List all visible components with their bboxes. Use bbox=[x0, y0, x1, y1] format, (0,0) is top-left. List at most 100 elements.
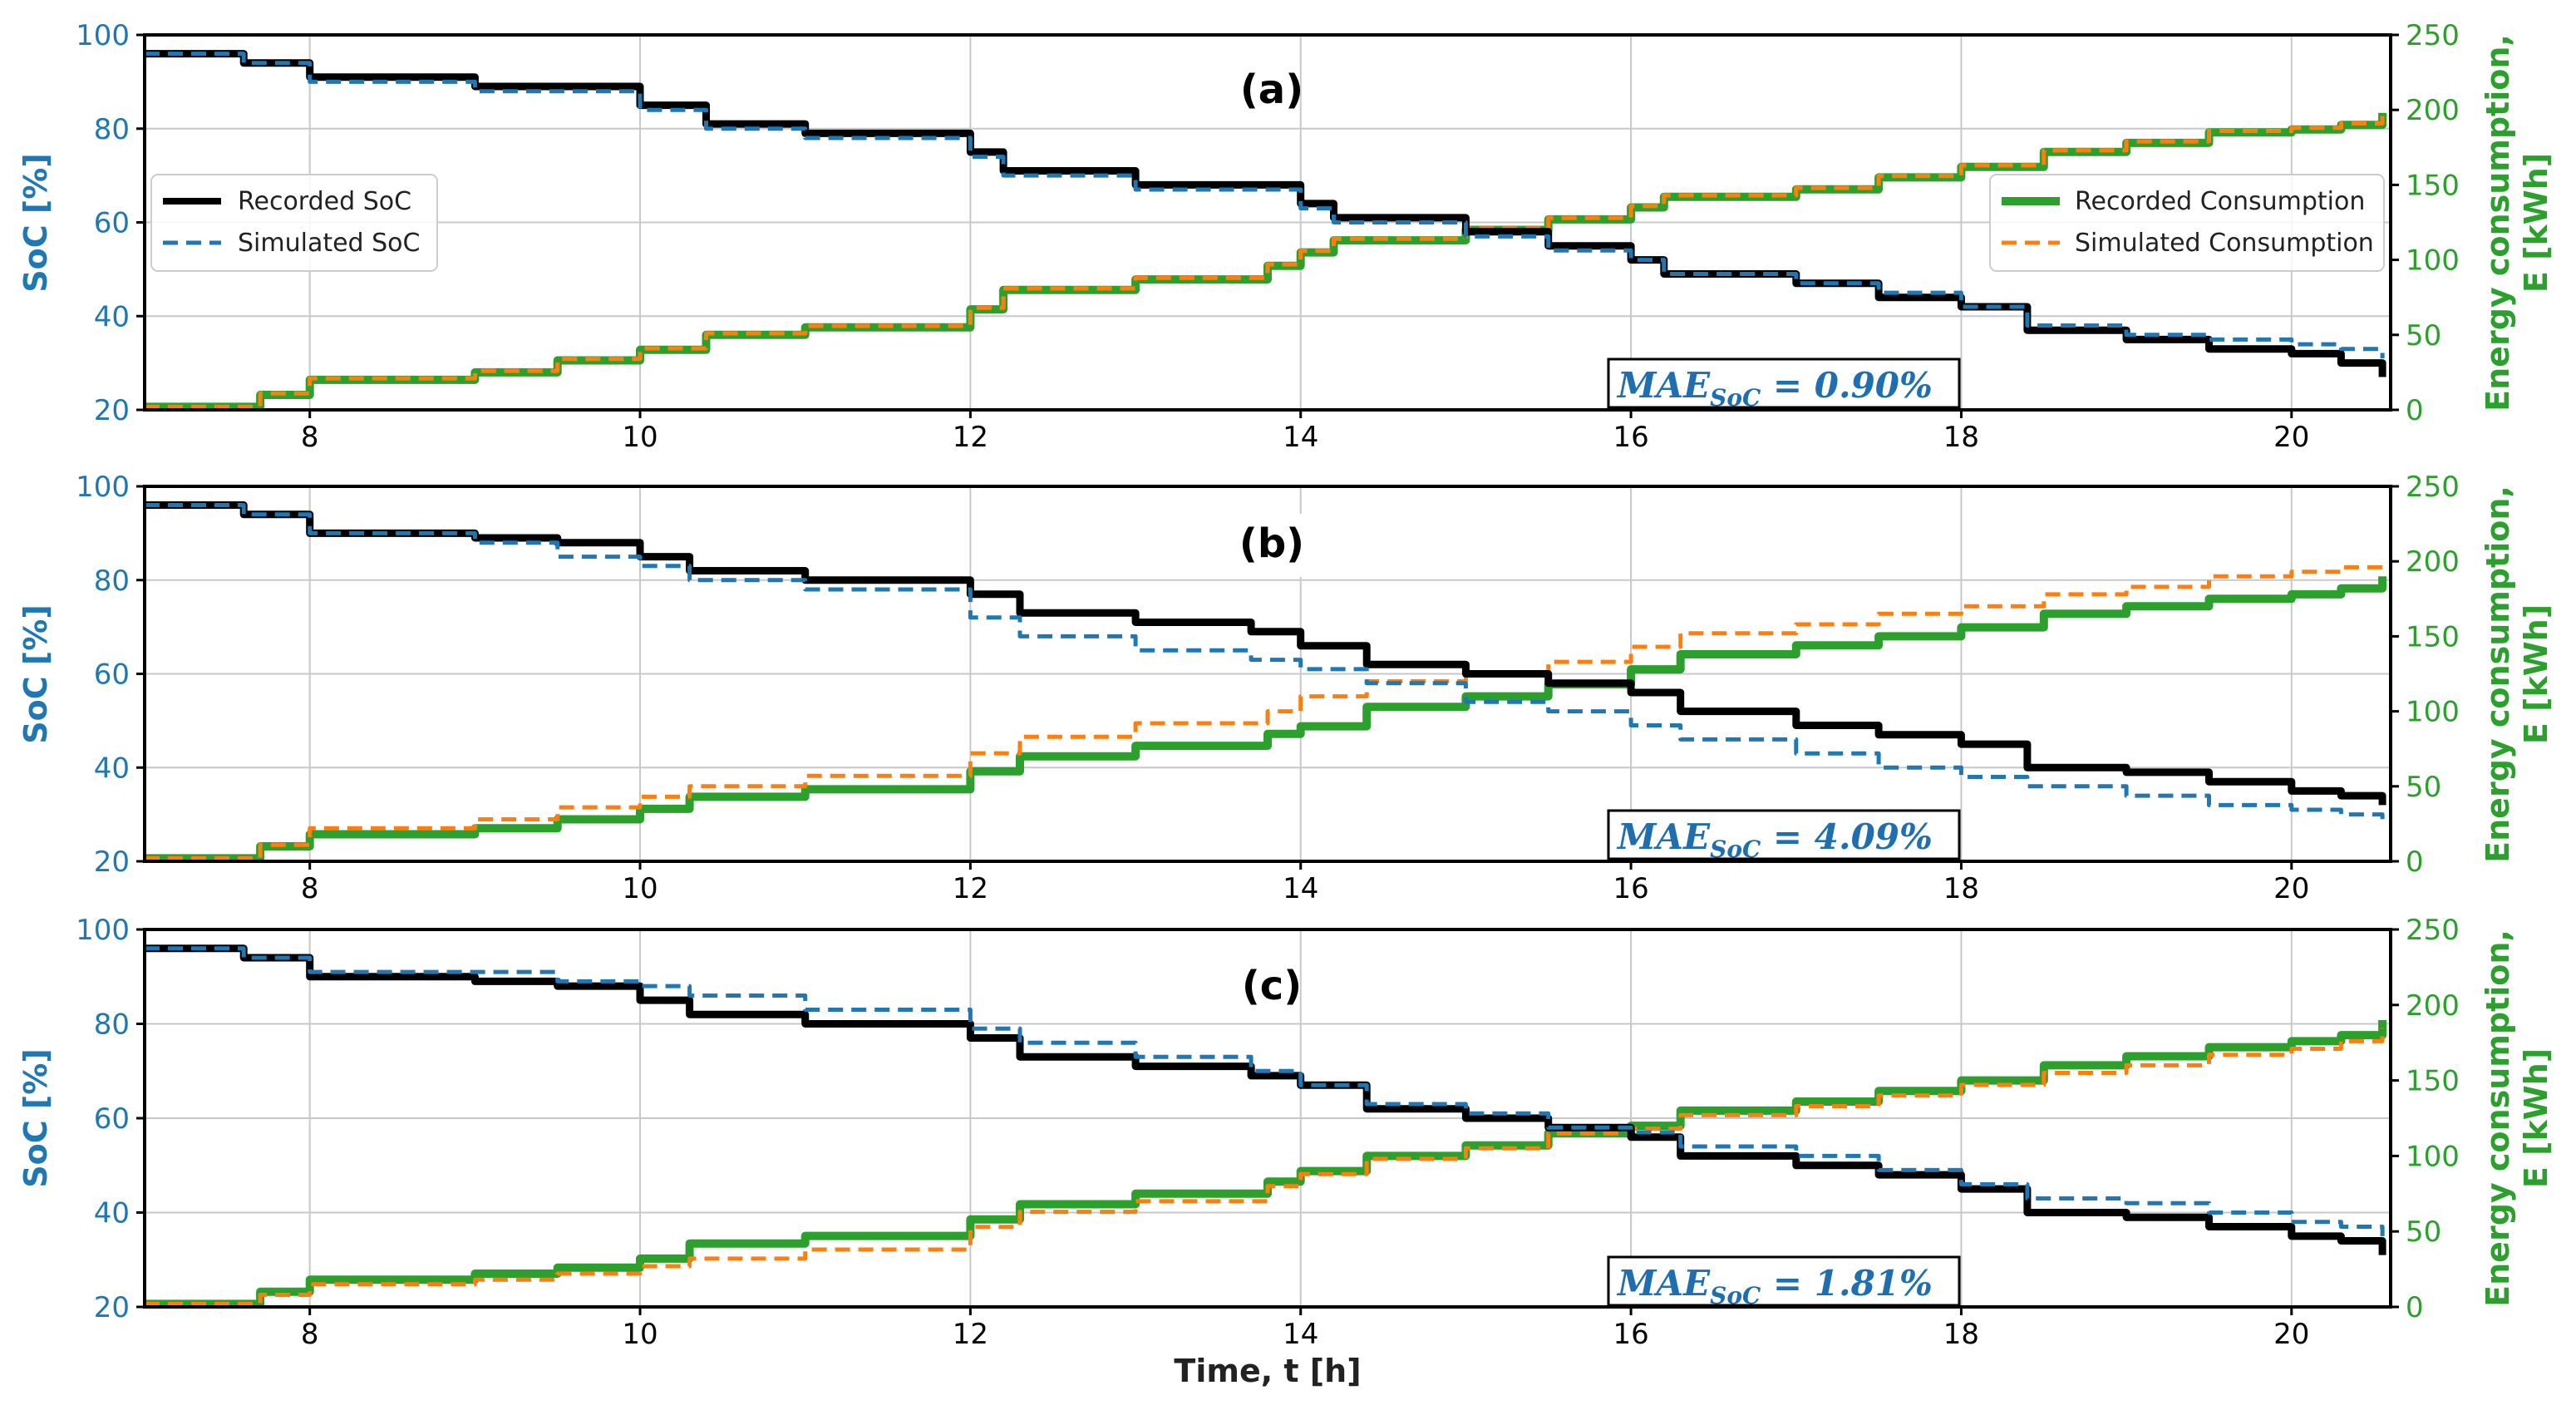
legend-soc: Recorded SoC Simulated SoC bbox=[150, 174, 438, 272]
y-left-tick-label: 20 bbox=[94, 1291, 130, 1324]
x-tick-label: 8 bbox=[301, 1318, 319, 1351]
legend-box bbox=[150, 174, 438, 272]
y-left-tick-label: 60 bbox=[94, 207, 130, 240]
y-right-tick-label: 0 bbox=[2406, 1291, 2424, 1324]
y-right-tick-label: 50 bbox=[2406, 319, 2441, 353]
x-tick-label: 12 bbox=[953, 872, 988, 905]
y-left-tick-label: 80 bbox=[94, 565, 130, 598]
legend-entry: Recorded SoC bbox=[238, 187, 411, 216]
y-left-tick-label: 80 bbox=[94, 113, 130, 146]
legend-entry: Simulated SoC bbox=[238, 229, 420, 258]
x-tick-label: 20 bbox=[2273, 872, 2309, 905]
mae-annotation: MAESoC = 4.09% bbox=[1616, 816, 1933, 863]
mae-base: MAE bbox=[1616, 365, 1711, 406]
panel-label-backdrop bbox=[1218, 514, 1326, 577]
x-tick-label: 18 bbox=[1943, 1318, 1979, 1351]
x-tick-label: 10 bbox=[622, 421, 658, 454]
y-left-tick-label: 80 bbox=[94, 1008, 130, 1042]
y-right-label-line2: E [kWh] bbox=[2518, 1048, 2554, 1188]
mae-box bbox=[1607, 809, 1961, 860]
y-right-tick-label: 0 bbox=[2406, 394, 2424, 427]
y-right-tick-label: 50 bbox=[2406, 1215, 2441, 1249]
axis-ticks: 8 10 12 14 16 18 20 20 40 60 80 100 0 50 100 150 200 250 bbox=[76, 471, 2460, 905]
x-axis-label: Time, t [h] bbox=[1174, 1353, 1361, 1389]
x-tick-label: 14 bbox=[1283, 1318, 1318, 1351]
y-left-tick-label: 40 bbox=[94, 300, 130, 333]
series-lines bbox=[145, 50, 2387, 412]
x-tick-label: 8 bbox=[301, 872, 319, 905]
y-right-tick-label: 100 bbox=[2406, 244, 2460, 278]
axis-ticks: 8 10 12 14 16 18 20 20 40 60 80 100 0 50 100 150 200 250 bbox=[76, 19, 2460, 454]
line-simulated-soc bbox=[145, 946, 2385, 1236]
mae-subscript: SoC bbox=[1710, 1282, 1761, 1309]
axis-ticks: 8 10 12 14 16 18 20 20 40 60 80 100 0 50 100 150 200 250 bbox=[76, 914, 2460, 1351]
panel-label: (c) bbox=[1242, 963, 1302, 1009]
y-left-tick-label: 20 bbox=[94, 846, 130, 879]
x-tick-label: 16 bbox=[1613, 872, 1648, 905]
y-left-tick-label: 40 bbox=[94, 1197, 130, 1230]
line-simulated-soc bbox=[145, 52, 2385, 358]
y-right-tick-label: 200 bbox=[2406, 545, 2460, 579]
legend-box bbox=[1989, 174, 2385, 272]
x-tick-label: 10 bbox=[622, 1318, 658, 1351]
y-right-label-line2: E [kWh] bbox=[2518, 604, 2554, 744]
series-lines bbox=[145, 944, 2387, 1309]
y-left-label: SoC [%] bbox=[17, 604, 54, 743]
mae-subscript: SoC bbox=[1710, 384, 1761, 412]
mae-box bbox=[1607, 357, 1961, 409]
y-left-tick-label: 20 bbox=[94, 394, 130, 427]
panel-label: (a) bbox=[1240, 67, 1303, 113]
y-left-label: SoC [%] bbox=[17, 1048, 54, 1187]
mae-value: = 4.09% bbox=[1761, 816, 1933, 857]
y-right-tick-label: 100 bbox=[2406, 696, 2460, 729]
panel-b: 8 10 12 14 16 18 2020406080100050100150200250 … bbox=[17, 471, 2554, 905]
x-tick-label: 10 bbox=[622, 872, 658, 905]
y-left-tick-label: 100 bbox=[76, 471, 130, 504]
x-tick-label: 20 bbox=[2273, 1318, 2309, 1351]
legend-entry: Simulated Consumption bbox=[2075, 229, 2374, 258]
line-recorded-consumption bbox=[145, 1020, 2387, 1309]
legend-entry: Recorded Consumption bbox=[2075, 187, 2365, 216]
line-simulated-consumption bbox=[145, 1028, 2385, 1306]
y-right-tick-label: 250 bbox=[2406, 914, 2460, 947]
mae-annotation: MAESoC = 1.81% bbox=[1616, 1263, 1933, 1309]
y-right-label-line2: E [kWh] bbox=[2518, 153, 2554, 293]
panel-a: 8 10 12 14 16 18 2020406080100050100150200250 … bbox=[17, 19, 2554, 454]
x-tick-label: 20 bbox=[2273, 421, 2309, 454]
y-right-label-line1: Energy consumption, bbox=[2480, 34, 2516, 412]
y-left-tick-label: 60 bbox=[94, 1102, 130, 1136]
mae-subscript: SoC bbox=[1710, 836, 1761, 863]
y-left-label: SoC [%] bbox=[17, 153, 54, 292]
line-simulated-soc bbox=[145, 503, 2385, 820]
x-tick-label: 16 bbox=[1613, 1318, 1648, 1351]
mae-value: = 0.90% bbox=[1761, 365, 1933, 406]
y-left-tick-label: 100 bbox=[76, 914, 130, 947]
x-tick-label: 14 bbox=[1283, 872, 1318, 905]
y-left-tick-label: 40 bbox=[94, 752, 130, 785]
mae-base: MAE bbox=[1616, 1263, 1711, 1304]
y-right-tick-label: 250 bbox=[2406, 19, 2460, 52]
mae-box bbox=[1607, 1255, 1961, 1307]
legend-consumption: Recorded Consumption Simulated Consumpti… bbox=[1989, 174, 2385, 272]
x-tick-label: 12 bbox=[953, 1318, 988, 1351]
y-right-tick-label: 100 bbox=[2406, 1140, 2460, 1173]
line-simulated-consumption bbox=[145, 110, 2385, 409]
x-tick-label: 18 bbox=[1943, 421, 1979, 454]
y-right-label-line1: Energy consumption, bbox=[2480, 929, 2516, 1307]
y-right-tick-label: 150 bbox=[2406, 620, 2460, 653]
x-tick-label: 14 bbox=[1283, 421, 1318, 454]
line-recorded-soc bbox=[145, 944, 2386, 1255]
series-lines bbox=[145, 501, 2387, 863]
x-tick-label: 16 bbox=[1613, 421, 1648, 454]
mae-base: MAE bbox=[1616, 816, 1711, 857]
grid bbox=[145, 929, 2391, 1308]
y-right-tick-label: 200 bbox=[2406, 989, 2460, 1023]
line-recorded-soc bbox=[145, 501, 2386, 806]
y-right-tick-label: 150 bbox=[2406, 1065, 2460, 1098]
y-right-tick-label: 50 bbox=[2406, 771, 2441, 804]
line-recorded-consumption bbox=[145, 576, 2387, 863]
mae-annotation: MAESoC = 0.90% bbox=[1616, 365, 1933, 412]
mae-value: = 1.81% bbox=[1761, 1263, 1933, 1304]
x-tick-label: 18 bbox=[1943, 872, 1979, 905]
